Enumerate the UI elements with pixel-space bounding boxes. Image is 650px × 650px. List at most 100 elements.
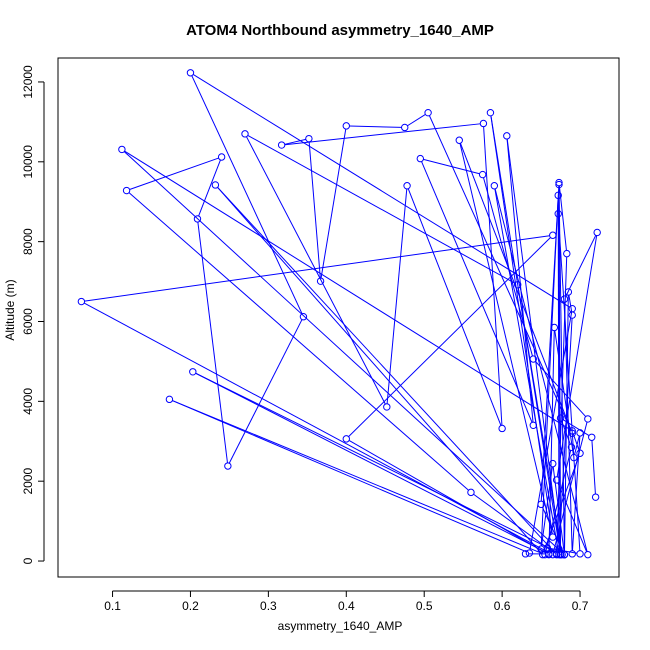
x-tick-label: 0.5 bbox=[416, 599, 433, 613]
series-segment bbox=[83, 302, 551, 554]
data-point bbox=[416, 154, 425, 163]
data-point bbox=[558, 550, 566, 559]
data-point bbox=[299, 313, 308, 321]
y-axis: 0 2000 4000 6000 8000 10000 12000 bbox=[21, 65, 45, 564]
data-point bbox=[568, 311, 576, 319]
y-tick-label: 12000 bbox=[21, 65, 35, 99]
data-point bbox=[591, 493, 600, 501]
series-segment bbox=[217, 187, 541, 553]
series-segment bbox=[428, 115, 572, 431]
data-point bbox=[560, 295, 569, 303]
data-point bbox=[537, 500, 545, 509]
data-point bbox=[118, 145, 126, 154]
data-point bbox=[211, 181, 220, 189]
series-segment bbox=[407, 188, 502, 426]
series-segment bbox=[483, 126, 503, 426]
data-point bbox=[550, 323, 559, 332]
chart-title: ATOM4 Northbound asymmetry_1640_AMP bbox=[186, 22, 494, 39]
series-segment bbox=[284, 138, 306, 145]
data-point bbox=[537, 545, 545, 553]
data-point bbox=[555, 178, 563, 187]
data-point bbox=[584, 550, 592, 559]
data-point bbox=[525, 549, 534, 557]
series-segment bbox=[407, 113, 426, 127]
series-segment bbox=[348, 237, 551, 437]
data-point bbox=[503, 132, 511, 140]
data-point bbox=[478, 170, 487, 179]
data-point bbox=[77, 297, 86, 306]
series-segment bbox=[572, 433, 580, 451]
data-point bbox=[593, 228, 601, 237]
data-point bbox=[486, 108, 495, 117]
data-point bbox=[217, 153, 226, 161]
data-point bbox=[549, 231, 557, 239]
series-segment bbox=[172, 400, 543, 554]
series-segment bbox=[556, 235, 598, 477]
data-point bbox=[403, 182, 411, 190]
y-axis-label: Altitude (m) bbox=[3, 279, 17, 340]
data-point bbox=[401, 123, 409, 132]
series-segment bbox=[494, 188, 559, 552]
series-segment bbox=[564, 302, 573, 551]
series-segment bbox=[192, 74, 570, 308]
series-segment bbox=[247, 134, 516, 284]
x-tick-label: 0.4 bbox=[338, 599, 355, 613]
x-tick-label: 0.6 bbox=[494, 599, 511, 613]
series-segment bbox=[473, 493, 555, 554]
data-point bbox=[541, 550, 549, 559]
data-point bbox=[588, 433, 596, 441]
series-segment bbox=[421, 161, 533, 423]
series-segment bbox=[172, 400, 527, 553]
data-point bbox=[165, 395, 174, 404]
x-tick-label: 0.7 bbox=[572, 599, 589, 613]
series-segment bbox=[568, 295, 573, 313]
data-point bbox=[122, 186, 131, 195]
series-layer bbox=[77, 69, 601, 559]
y-tick-label: 0 bbox=[21, 557, 35, 564]
data-point bbox=[305, 134, 313, 143]
data-point bbox=[189, 368, 197, 376]
series-segment bbox=[197, 222, 228, 463]
series-segment bbox=[246, 136, 386, 405]
series-segment bbox=[541, 466, 553, 546]
data-point bbox=[455, 136, 463, 144]
data-point bbox=[576, 429, 584, 437]
series-segment bbox=[552, 466, 565, 552]
data-point bbox=[193, 215, 202, 223]
data-point bbox=[549, 533, 557, 541]
series-segment bbox=[123, 151, 563, 553]
data-point bbox=[383, 403, 391, 411]
series-segment bbox=[490, 115, 553, 534]
series-segment bbox=[553, 421, 588, 552]
x-tick-label: 0.3 bbox=[260, 599, 277, 613]
series-segment bbox=[128, 192, 469, 491]
series-segment bbox=[84, 235, 550, 302]
data-point bbox=[186, 69, 195, 77]
series-segment bbox=[349, 125, 402, 128]
y-tick-label: 4000 bbox=[21, 388, 35, 415]
series-segment bbox=[529, 311, 573, 550]
data-point bbox=[342, 435, 350, 443]
series-segment bbox=[558, 187, 565, 552]
series-segment bbox=[386, 188, 408, 404]
data-point bbox=[514, 281, 522, 289]
data-point bbox=[545, 550, 553, 558]
data-point bbox=[570, 453, 578, 462]
series-segment bbox=[506, 138, 561, 552]
data-point bbox=[576, 449, 584, 457]
data-point bbox=[241, 130, 249, 138]
series-segment bbox=[558, 318, 573, 546]
x-tick-label: 0.1 bbox=[104, 599, 121, 613]
series-segment bbox=[558, 187, 562, 552]
series-segment bbox=[557, 482, 588, 552]
series-segment bbox=[129, 157, 219, 190]
data-point bbox=[567, 443, 576, 451]
data-point bbox=[576, 550, 584, 558]
data-point bbox=[560, 550, 569, 559]
data-point bbox=[568, 429, 576, 437]
data-point bbox=[424, 108, 432, 117]
data-point bbox=[316, 277, 325, 285]
data-point bbox=[277, 141, 286, 149]
data-point bbox=[568, 550, 576, 558]
